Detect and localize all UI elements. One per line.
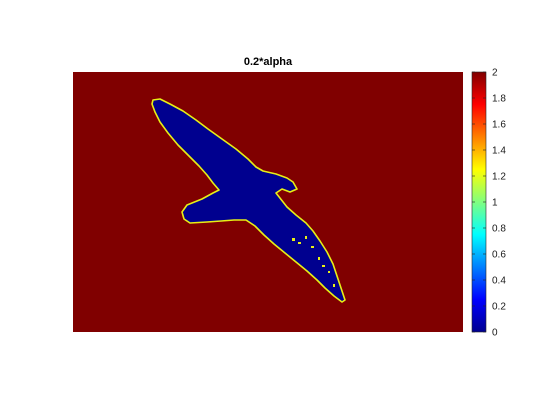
speckle (328, 271, 330, 273)
colorbar-ticks: 0 0.2 0.4 0.6 0.8 1 1.2 1.4 1.6 1.8 2 (472, 68, 506, 339)
colorbar-tick-label: 0.6 (492, 250, 506, 261)
speckle (305, 236, 307, 239)
colorbar-tick-label: 0.4 (492, 276, 506, 287)
bird-silhouette (151, 98, 346, 303)
colorbar-tick-label: 1.8 (492, 94, 506, 105)
wing-speckles (292, 236, 335, 287)
colorbar-tick-label: 0.2 (492, 302, 506, 313)
speckle (333, 284, 335, 287)
speckle (292, 238, 295, 241)
speckle (318, 257, 320, 260)
colorbar-tick-label: 1 (492, 198, 498, 209)
colorbar-tick-label: 0 (492, 328, 498, 339)
colorbar-tick-label: 1.4 (492, 146, 506, 157)
colorbar-tick-label: 1.6 (492, 120, 506, 131)
colorbar-tick-label: 0.8 (492, 224, 506, 235)
colorbar-tick-label: 1.2 (492, 172, 506, 183)
colorbar-tick-label: 2 (492, 68, 498, 79)
speckle (322, 265, 325, 267)
speckle (311, 246, 314, 248)
chart-title: 0.2*alpha (243, 56, 293, 68)
speckle (298, 242, 301, 244)
